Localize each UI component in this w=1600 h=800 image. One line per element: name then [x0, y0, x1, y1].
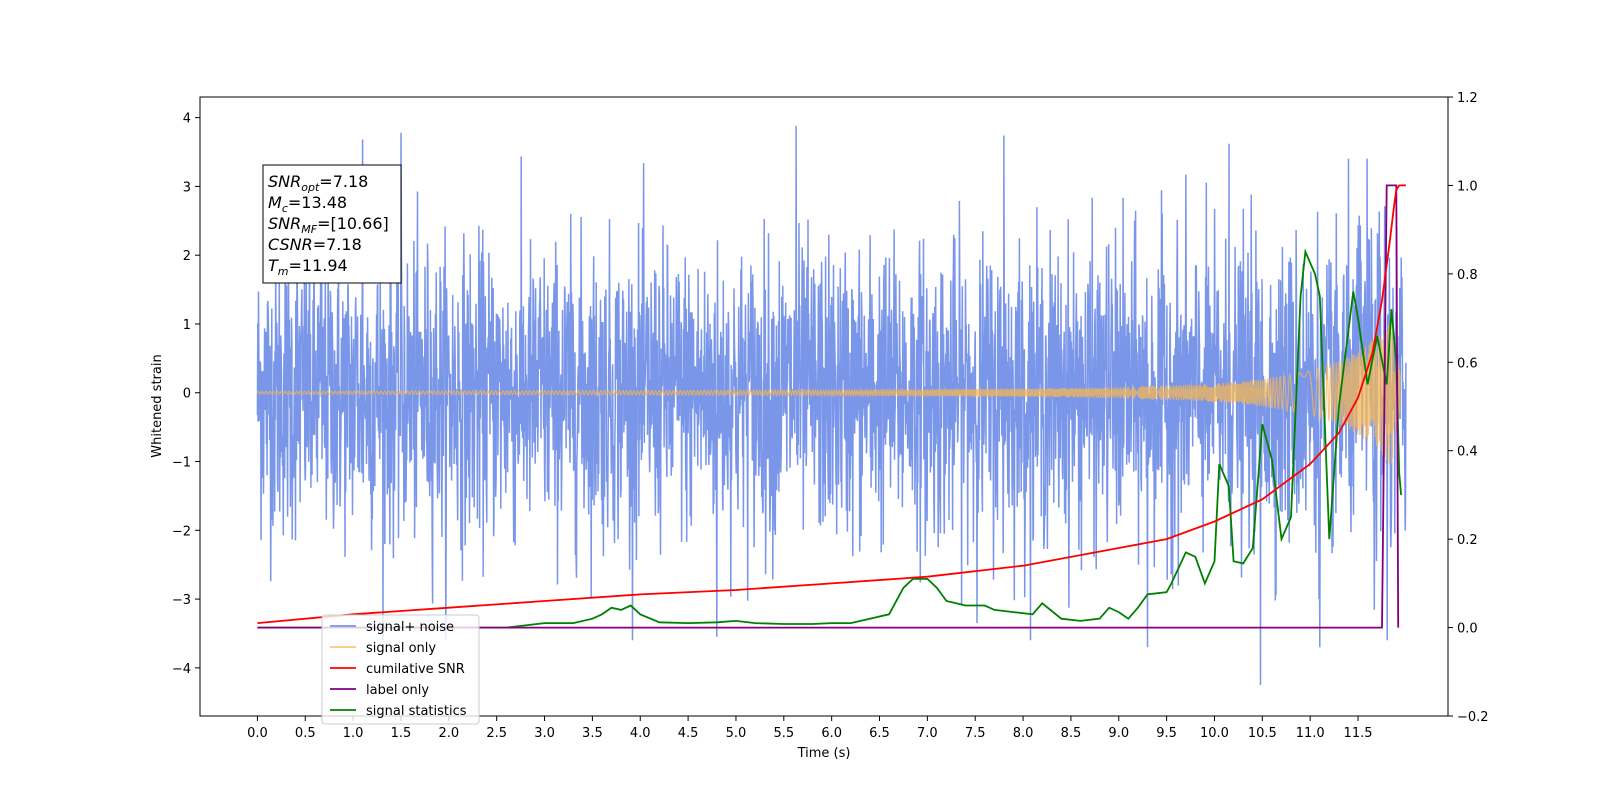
x-tick-label: 8.5 — [1061, 726, 1082, 741]
series-label-only-line — [257, 184, 1400, 629]
x-tick-label: 2.5 — [486, 726, 507, 741]
series-layer — [256, 125, 1407, 686]
y-tick-label: 0 — [183, 387, 191, 402]
x-tick-label: 3.5 — [582, 726, 603, 741]
annotation-line: Mc=13.48 — [268, 193, 347, 215]
x-tick-label: 11.0 — [1296, 726, 1325, 741]
axes — [199, 96, 1449, 717]
y2-tick-label: 1.0 — [1457, 179, 1478, 194]
x-tick-label: 6.5 — [869, 726, 890, 741]
x-tick-label: 8.0 — [1013, 726, 1034, 741]
y-tick-label: 2 — [183, 249, 191, 264]
annotation-frame — [262, 164, 402, 284]
legend-label: signal only — [366, 641, 436, 656]
x-tick-label: 5.0 — [726, 726, 747, 741]
y2-tick-label: 0.8 — [1457, 268, 1478, 283]
y2-tick-label: −0.2 — [1457, 710, 1489, 725]
y-tick-label: −2 — [172, 524, 191, 539]
series-signal-noise-line — [256, 125, 1407, 686]
y2-tick-label: 1.2 — [1457, 91, 1478, 106]
legend-item-signal-noise: signal+ noise — [330, 620, 454, 635]
y2-tick-label: 0.2 — [1457, 533, 1478, 548]
y-axis-title: Whitened strain — [150, 354, 165, 457]
x-tick-label: 9.5 — [1156, 726, 1177, 741]
x-tick-label: 5.5 — [773, 726, 794, 741]
x-tick-label: 7.0 — [917, 726, 938, 741]
x-tick-label: 0.5 — [295, 726, 316, 741]
legend-item-signal-only: signal only — [330, 641, 436, 656]
annotation-box: SNRopt=7.18Mc=13.48SNRMF=[10.66]CSNR=7.1… — [262, 164, 402, 284]
x-axis-title: Time (s) — [797, 746, 851, 761]
x-tick-label: 11.5 — [1344, 726, 1373, 741]
annotation-line: SNRMF=[10.66] — [268, 214, 389, 236]
y2-tick-label: 0.6 — [1457, 356, 1478, 371]
legend-frame — [321, 614, 480, 725]
y-tick-label: −4 — [172, 662, 191, 677]
annotation-line: Tm=11.94 — [268, 256, 348, 278]
y2-axis-ticks: −0.2 0.0 0.2 0.4 0.6 0.8 1.0 1.2 — [1448, 91, 1489, 725]
x-tick-label: 2.0 — [438, 726, 459, 741]
x-tick-label: 0.0 — [247, 726, 268, 741]
x-tick-label: 6.0 — [821, 726, 842, 741]
x-tick-label: 10.0 — [1200, 726, 1229, 741]
plot-frame — [199, 96, 1449, 717]
legend-item-label-only: label only — [330, 683, 429, 698]
legend-label: cumilative SNR — [366, 662, 465, 677]
x-tick-label: 4.5 — [678, 726, 699, 741]
x-tick-label: 7.5 — [965, 726, 986, 741]
legend-label: signal+ noise — [366, 620, 454, 635]
y-tick-label: 4 — [183, 112, 191, 127]
legend-item-signal-statistics: signal statistics — [330, 704, 467, 719]
x-tick-label: 9.0 — [1108, 726, 1129, 741]
annotation-line: SNRopt=7.18 — [268, 172, 368, 194]
series-cumulative-snr-line — [257, 184, 1406, 624]
series-signal-only-line — [256, 321, 1401, 465]
y-tick-label: −3 — [172, 593, 191, 608]
x-tick-label: 10.5 — [1248, 726, 1277, 741]
y-tick-label: −1 — [172, 456, 191, 471]
y-tick-label: 1 — [183, 318, 191, 333]
legend-label: signal statistics — [366, 704, 467, 719]
y-tick-label: 3 — [183, 180, 191, 195]
x-axis-ticks: 0.0 0.5 1.0 1.5 2.0 2.5 3.0 3.5 4.0 4.5 5.0 5.5 6.0 6… — [247, 716, 1373, 741]
y-axis-ticks: −4 −3 −2 −1 0 1 2 3 4 — [172, 112, 200, 677]
legend-item-cumulative-snr: cumilative SNR — [330, 662, 465, 677]
annotation-line: CSNR=7.18 — [268, 235, 362, 254]
legend-label: label only — [366, 683, 429, 698]
x-tick-label: 1.0 — [343, 726, 364, 741]
series-signal-statistics-line — [257, 248, 1402, 629]
y2-tick-label: 0.0 — [1457, 622, 1478, 637]
y2-tick-label: 0.4 — [1457, 445, 1478, 460]
x-tick-label: 3.0 — [534, 726, 555, 741]
x-tick-label: 1.5 — [391, 726, 412, 741]
x-tick-label: 4.0 — [630, 726, 651, 741]
legend: signal+ noise signal only cumilative SNR la… — [321, 614, 480, 725]
